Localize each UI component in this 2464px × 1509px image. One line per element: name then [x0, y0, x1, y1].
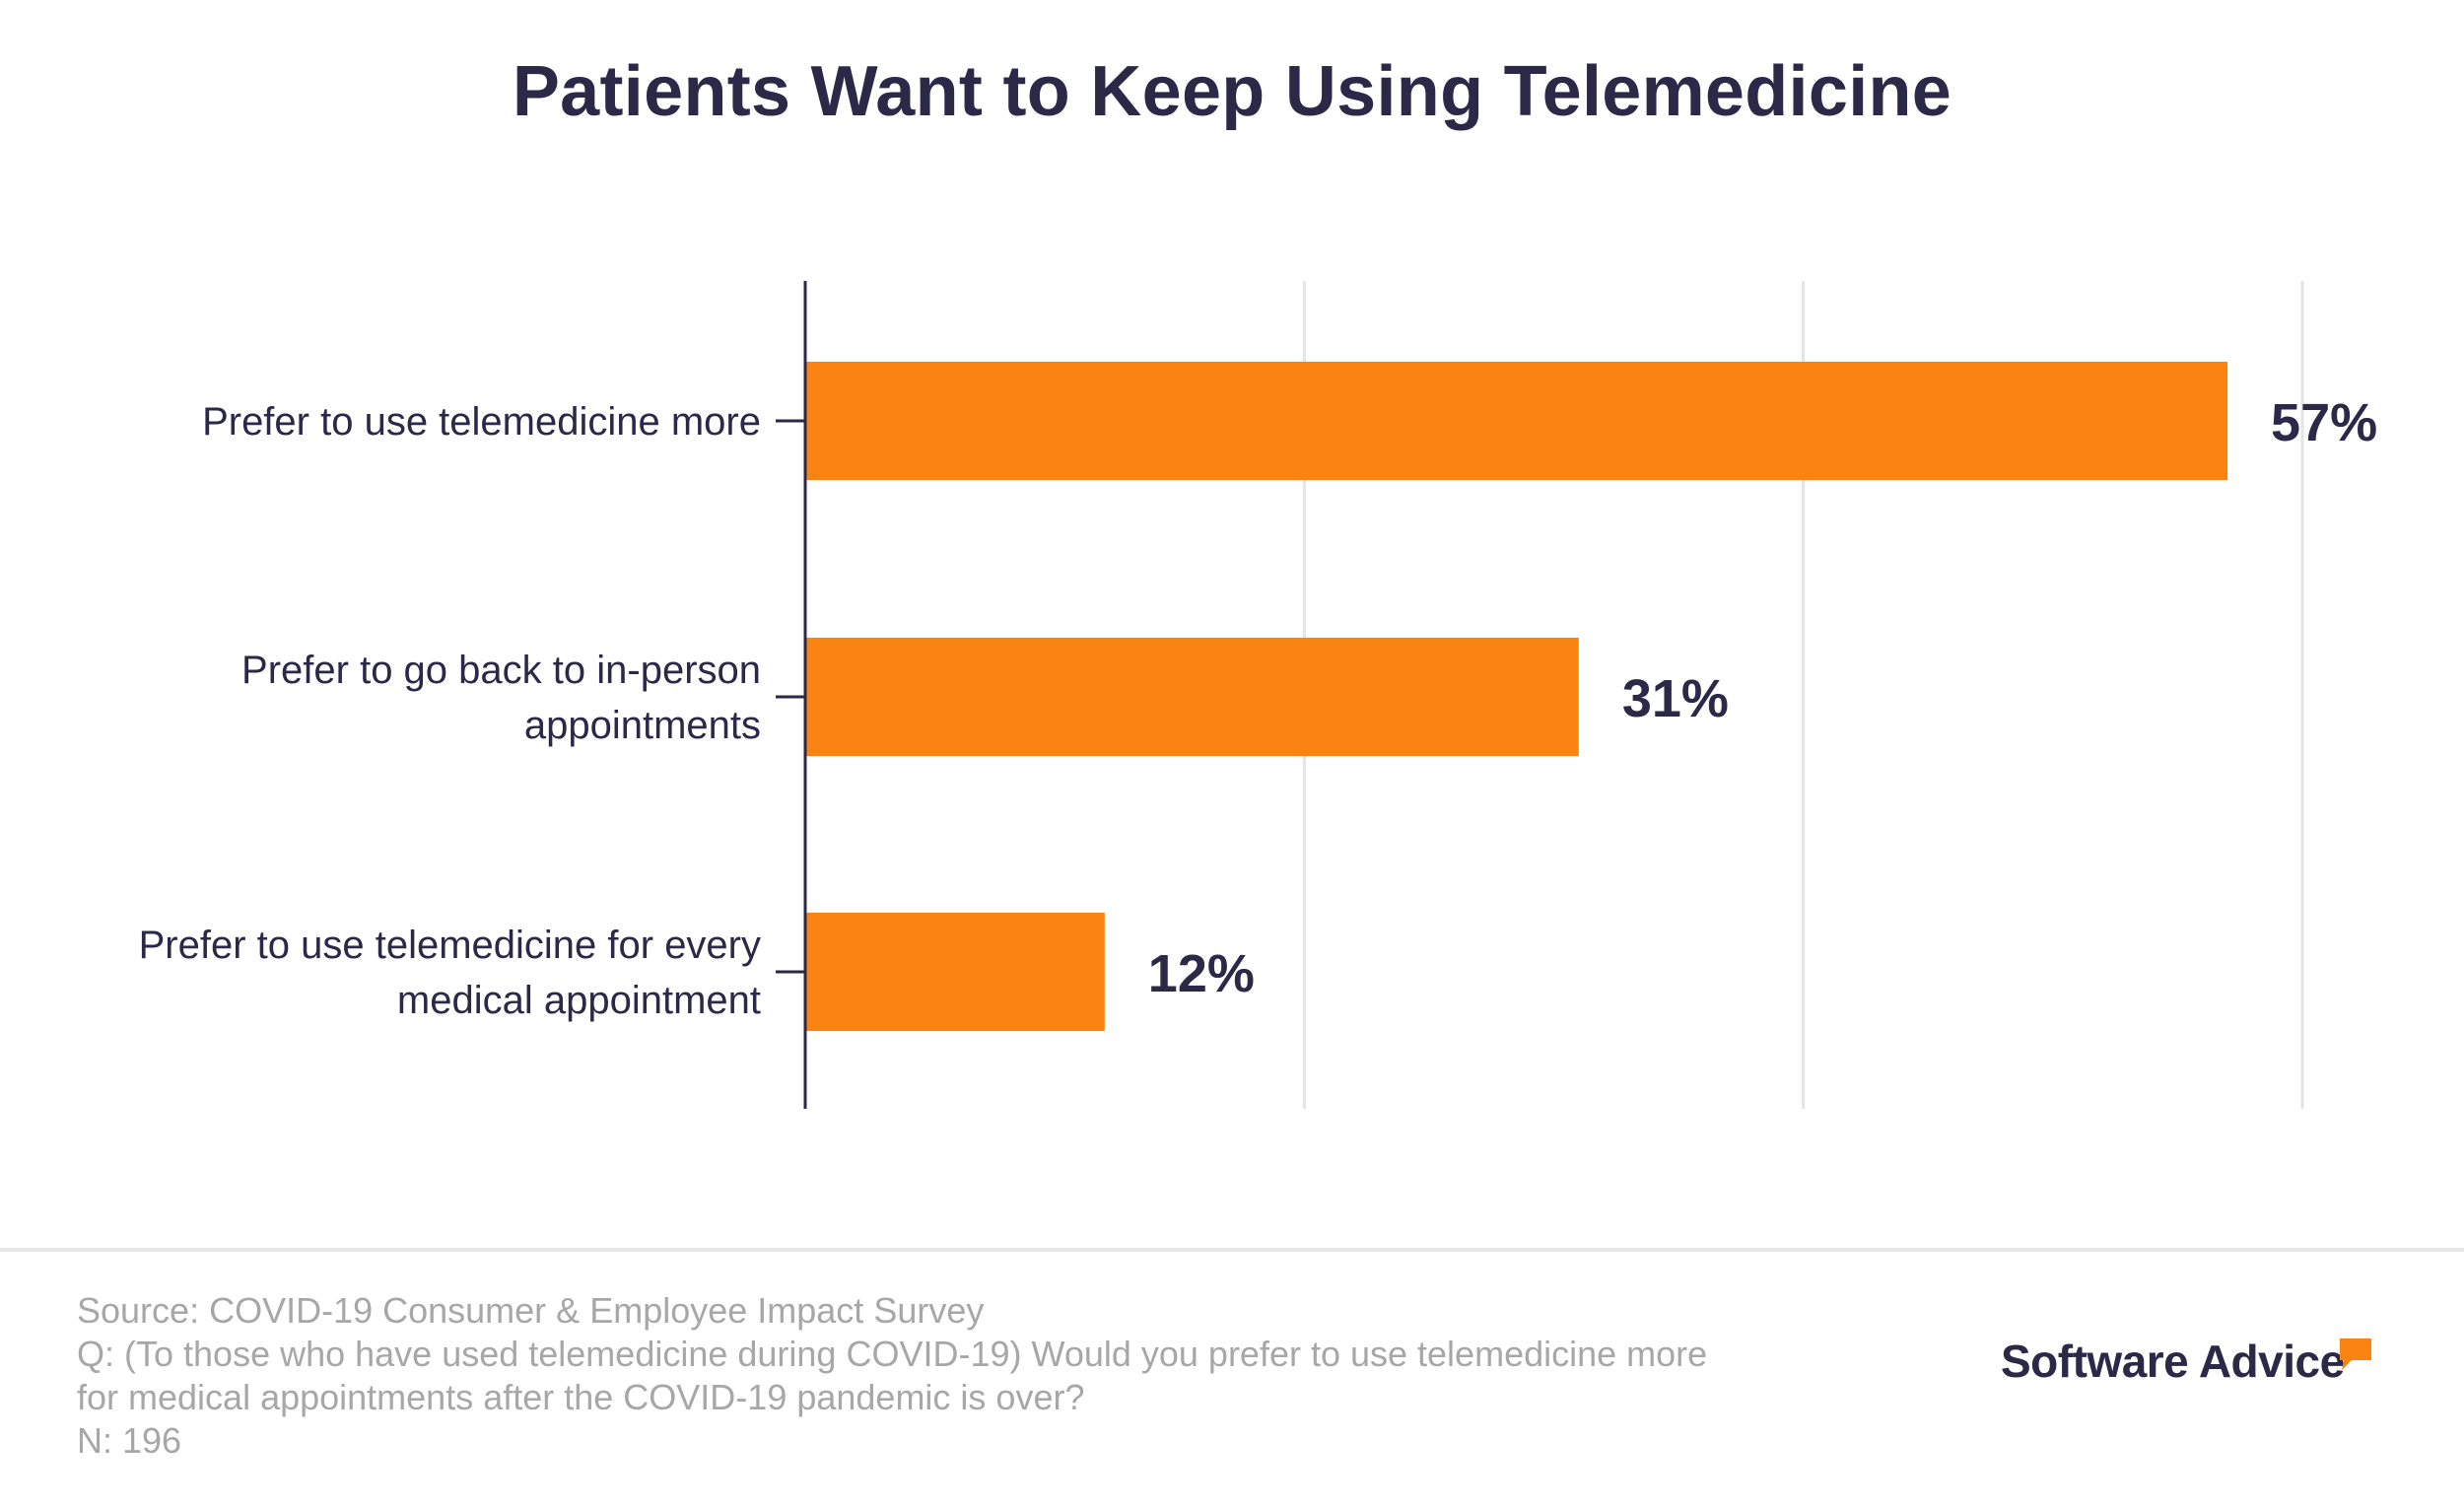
- question-line-1: Q: (To those who have used telemedicine …: [77, 1334, 1708, 1374]
- chart-source: Source: COVID-19 Consumer & Employee Imp…: [77, 1289, 1851, 1463]
- category-label: Prefer to use telemedicine for every medi…: [139, 924, 761, 1022]
- data-label: 57%: [2271, 393, 2377, 452]
- bar-chart: 57% Prefer to use telemedicine more 31% Pre…: [139, 281, 2377, 1109]
- data-label: 31%: [1622, 669, 1729, 728]
- bar: [805, 913, 1105, 1031]
- speech-bubble-icon: [2340, 1338, 2371, 1370]
- category-label-line: Prefer to go back to in-person: [241, 649, 761, 692]
- bar: [805, 638, 1579, 756]
- category-label-line: medical appointment: [397, 979, 761, 1022]
- sample-size: N: 196: [77, 1420, 182, 1461]
- bar: [805, 362, 2228, 480]
- category-label: Prefer to go back to in-person appointmen…: [241, 649, 761, 747]
- category-label-line: appointments: [524, 704, 761, 747]
- source-line: Source: COVID-19 Consumer & Employee Imp…: [77, 1290, 985, 1331]
- logo-text: Software Advice®: [2001, 1336, 2356, 1387]
- chart-title: Patients Want to Keep Using Telemedicine: [512, 52, 1952, 131]
- software-advice-logo: Software Advice®: [2001, 1329, 2415, 1407]
- category-label-line: Prefer to use telemedicine for every: [139, 924, 761, 967]
- question-line-2: for medical appointments after the COVID…: [77, 1377, 1085, 1417]
- category-label-line: Prefer to use telemedicine more: [202, 400, 761, 444]
- data-label: 12%: [1148, 944, 1255, 1003]
- category-label: Prefer to use telemedicine more: [202, 400, 761, 444]
- footer-divider: [0, 1248, 2464, 1252]
